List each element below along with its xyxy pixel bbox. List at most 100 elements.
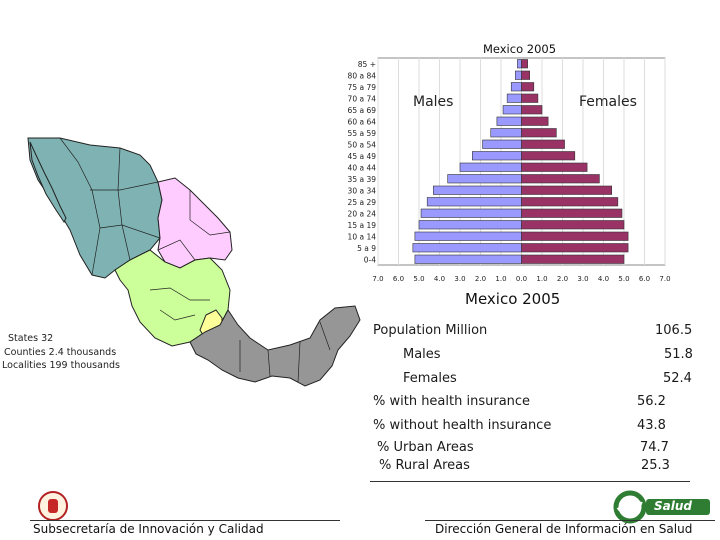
bar-females <box>521 243 629 253</box>
bar-females <box>521 197 619 207</box>
bar-males <box>418 220 522 230</box>
x-tick-label: 5.0 <box>413 275 424 283</box>
x-tick-label: 2.0 <box>557 275 568 283</box>
bar-females <box>521 162 588 172</box>
bar-females <box>521 105 543 115</box>
age-group-label: 20 a 24 <box>348 210 377 219</box>
bar-females <box>521 174 600 184</box>
bar-males <box>412 243 522 253</box>
bar-males <box>496 116 522 126</box>
bar-females <box>521 231 629 241</box>
age-group-label: 35 a 39 <box>348 175 377 184</box>
x-tick-label: 1.0 <box>536 275 547 283</box>
x-tick-label: 3.0 <box>454 275 465 283</box>
age-group-label: 85 + <box>358 60 376 69</box>
x-tick-label: 6.0 <box>639 275 650 283</box>
footer-brand-text: Salud <box>654 499 692 513</box>
mexico-map <box>27 137 361 387</box>
bar-males <box>472 151 522 161</box>
map-title: Mexico 2005 <box>465 290 561 308</box>
with-insurance-value: 56.2 <box>637 394 666 409</box>
footer-line-left <box>30 520 340 521</box>
age-group-label: 45 a 49 <box>348 152 377 161</box>
bar-females <box>521 128 557 138</box>
x-tick-label: 7.0 <box>372 275 383 283</box>
age-group-label: 60 a 64 <box>348 118 377 127</box>
bar-females <box>521 59 528 69</box>
stats-divider <box>370 481 690 482</box>
map-region-south <box>189 305 361 387</box>
map-legend-counties: Counties 2.4 thousands <box>4 347 117 358</box>
bar-females <box>521 139 565 149</box>
age-group-label: 40 a 44 <box>348 164 377 173</box>
population-label: Population Million <box>373 323 488 338</box>
x-tick-label: 4.0 <box>598 275 609 283</box>
bar-females <box>521 185 612 195</box>
urban-label: % Urban Areas <box>377 440 474 455</box>
bar-females <box>521 220 625 230</box>
bar-males <box>490 128 522 138</box>
age-group-label: 30 a 34 <box>348 187 377 196</box>
footer-left-text: Subsecretaría de Innovación y Calidad <box>33 522 264 536</box>
bar-males <box>433 185 522 195</box>
age-group-label: 80 a 84 <box>348 72 377 81</box>
bar-females <box>521 82 535 92</box>
x-tick-label: 4.0 <box>434 275 445 283</box>
footer-brand-logo-icon: Salud <box>612 490 712 524</box>
age-group-label: 55 a 59 <box>348 129 377 138</box>
x-tick-label: 6.0 <box>393 275 404 283</box>
bar-females <box>521 70 530 80</box>
age-group-label: 0-4 <box>364 256 376 265</box>
bar-males <box>414 231 522 241</box>
rural-value: 25.3 <box>641 458 670 473</box>
x-tick-label: 2.0 <box>475 275 486 283</box>
rural-label: % Rural Areas <box>379 458 470 473</box>
with-insurance-label: % with health insurance <box>373 394 531 409</box>
males-value: 51.8 <box>664 347 693 362</box>
population-value: 106.5 <box>655 323 693 338</box>
age-group-label: 65 a 69 <box>348 106 377 115</box>
bar-females <box>521 116 549 126</box>
without-insurance-value: 43.8 <box>637 418 666 433</box>
bar-females <box>521 93 539 103</box>
age-group-label: 75 a 79 <box>348 83 377 92</box>
bar-males <box>502 105 522 115</box>
urban-value: 74.7 <box>640 440 669 455</box>
bar-males <box>426 197 522 207</box>
chart-title: Mexico 2005 <box>483 42 556 56</box>
males-label: Males <box>403 347 441 362</box>
bar-males <box>420 208 522 218</box>
map-legend-states: States 32 <box>8 333 54 344</box>
bar-females <box>521 254 625 264</box>
map-legend-localities: Localities 199 thousands <box>2 360 120 371</box>
map-region-northeast <box>157 177 233 269</box>
bar-males <box>414 254 522 264</box>
population-pyramid-chart: 85 + 80 a 84 75 a 79 70 a 74 65 a 69 60 a 64 5… <box>348 42 671 283</box>
age-group-label: 70 a 74 <box>348 95 377 104</box>
x-tick-label: 3.0 <box>577 275 588 283</box>
females-value: 52.4 <box>663 371 692 386</box>
age-group-label: 15 a 19 <box>348 221 377 230</box>
footer-line-right <box>425 520 715 521</box>
bar-females <box>521 151 576 161</box>
footer-right-text: Dirección General de Información en Salu… <box>435 522 693 536</box>
age-group-label: 10 a 14 <box>348 233 377 242</box>
age-group-label: 5 a 9 <box>357 244 376 253</box>
bar-females <box>521 208 623 218</box>
x-tick-label: 7.0 <box>659 275 670 283</box>
series-label-males: Males <box>413 94 453 110</box>
age-group-label: 50 a 54 <box>348 141 377 150</box>
x-tick-label: 0.0 <box>516 275 527 283</box>
bar-males <box>510 82 522 92</box>
bar-males <box>482 139 522 149</box>
series-label-females: Females <box>579 94 637 110</box>
footer-emblem-icon <box>38 491 68 521</box>
map-region-baja <box>29 141 67 223</box>
bar-males <box>517 59 522 69</box>
x-tick-label: 1.0 <box>495 275 506 283</box>
bar-males <box>506 93 522 103</box>
females-label: Females <box>403 371 457 386</box>
bar-males <box>459 162 522 172</box>
bar-males <box>515 70 522 80</box>
without-insurance-label: % without health insurance <box>373 418 552 433</box>
